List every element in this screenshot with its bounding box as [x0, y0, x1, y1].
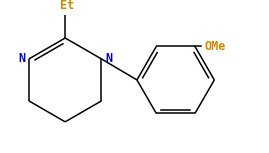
Text: Et: Et [60, 0, 74, 12]
Text: N: N [18, 52, 25, 65]
Text: OMe: OMe [205, 40, 226, 53]
Text: N: N [105, 52, 112, 65]
